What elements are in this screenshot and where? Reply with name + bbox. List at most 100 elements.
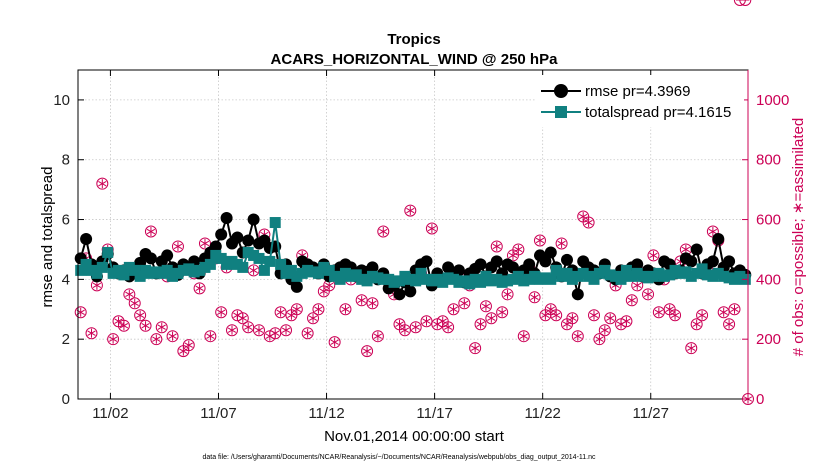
obs-possible-point [171,240,184,253]
obs-assimilated-point [173,241,183,251]
obs-assimilated-point [357,295,366,305]
obs-possible-point [642,288,655,301]
totalspread-point [312,267,324,279]
totalspread-point [204,258,216,270]
rmse-point [685,255,698,268]
totalspread-point [334,273,346,285]
obs-assimilated-point [470,343,480,353]
totalspread-point [253,252,265,264]
obs-possible-point [269,327,282,340]
obs-possible-point [312,303,325,316]
obs-assimilated-point [308,313,318,323]
y2-tick-label: 1000 [756,92,789,109]
obs-assimilated-point [476,319,485,329]
x-tick-label: 11/12 [308,405,344,422]
legend-box [536,75,744,127]
obs-possible-point [107,333,120,346]
obs-assimilated-point [519,331,528,341]
footnote: data file: /Users/gharamti/Documents/NCA… [202,454,596,461]
y2-tick-label: 200 [756,331,781,348]
obs-assimilated-point [600,325,609,335]
obs-assimilated-point [108,334,118,344]
obs-assimilated-point [217,307,226,317]
obs-assimilated-point [249,265,258,275]
obs-assimilated-point [292,304,301,314]
obs-possible-point [339,303,352,316]
obs-possible-point [215,306,228,319]
x-tick-label: 11/27 [633,405,669,422]
obs-possible-point [685,342,698,355]
rmse-point [366,261,379,274]
rmse-point [161,249,174,262]
y2-tick-label: 600 [756,212,781,229]
obs-possible-point [517,330,530,343]
totalspread-point [561,267,573,279]
obs-assimilated-point [87,328,96,338]
obs-possible-point [723,318,736,331]
totalspread-point [215,252,227,264]
totalspread-point [134,270,146,282]
obs-possible-point [236,312,249,325]
obs-possible-point [739,0,752,6]
obs-possible-point [442,321,455,334]
obs-possible-point [398,324,411,337]
rmse-point [393,288,406,301]
rmse-point [220,212,233,225]
y-axis-label: rmse and totalspread [39,167,56,308]
rmse-point [215,228,228,241]
legend-totalspread-marker [555,106,567,118]
obs-assimilated-point [362,346,372,356]
rmse-point [452,264,465,277]
obs-count-layer [74,0,754,405]
obs-assimilated-point [633,280,642,290]
obs-possible-point [166,330,179,343]
rmse-point [290,280,303,293]
obs-possible-point [420,315,433,328]
obs-possible-point [550,309,563,322]
rmse-point [523,258,536,271]
obs-assimilated-point [557,238,566,248]
obs-assimilated-point [492,241,501,251]
rmse-point [209,240,222,253]
obs-assimilated-point [654,307,664,317]
obs-assimilated-point [119,321,129,331]
obs-assimilated-point [514,244,523,254]
rmse-point [712,232,725,245]
obs-possible-point [555,237,568,250]
obs-assimilated-point [152,334,161,344]
obs-assimilated-point [692,319,701,329]
y2-tick-label: 800 [756,152,781,169]
totalspread-point [475,276,487,288]
obs-assimilated-point [314,304,323,314]
obs-possible-point [582,216,595,229]
totalspread-point [80,258,92,270]
rmse-point [539,255,552,268]
obs-assimilated-point [497,307,507,317]
obs-assimilated-point [271,328,280,338]
totalspread-point [102,246,114,258]
obs-assimilated-point [697,310,707,320]
obs-possible-point [242,321,255,334]
obs-possible-point [290,303,303,316]
obs-possible-point [96,177,109,190]
obs-assimilated-point [730,304,739,314]
totalspread-point [91,267,103,279]
obs-possible-point [361,345,374,358]
obs-possible-point [620,315,633,328]
obs-assimilated-point [130,298,139,308]
obs-assimilated-point [530,292,539,302]
obs-assimilated-point [254,325,264,335]
totalspread-point [620,264,632,276]
totalspread-point [258,264,270,276]
obs-assimilated-point [568,313,577,323]
obs-possible-point [533,234,546,247]
obs-assimilated-point [411,322,420,332]
obs-assimilated-point [200,238,210,248]
obs-assimilated-point [573,331,582,341]
obs-assimilated-point [135,310,145,320]
obs-possible-point [490,240,503,253]
totalspread-point [96,261,108,273]
obs-possible-point [447,303,460,316]
obs-possible-point [182,339,195,352]
obs-possible-point [150,333,163,346]
